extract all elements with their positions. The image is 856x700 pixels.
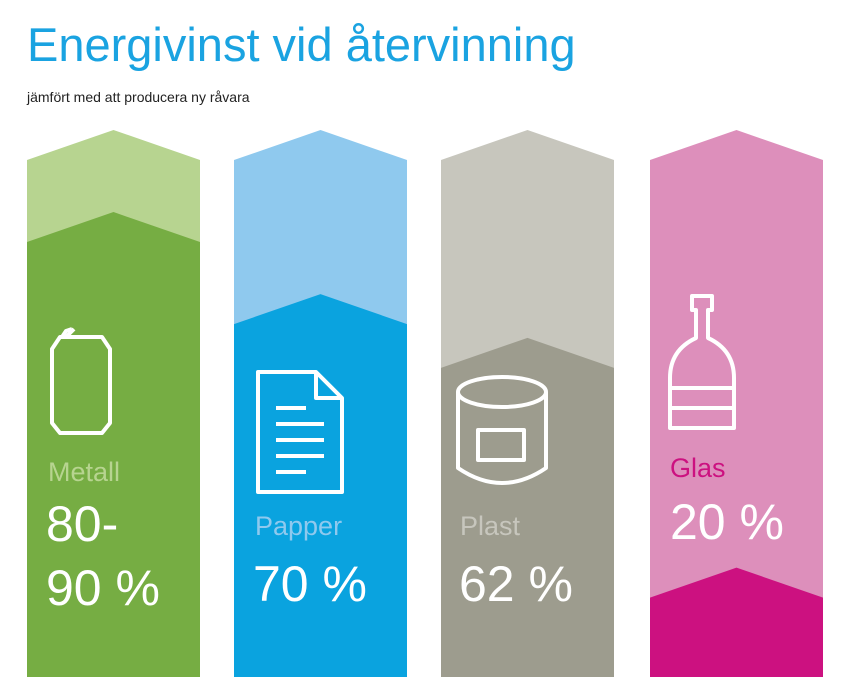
value-label-papper: 70 % bbox=[253, 556, 367, 612]
chart-title: Energivinst vid återvinning bbox=[27, 18, 576, 71]
column-background-glas bbox=[650, 130, 823, 677]
container-icon bbox=[452, 372, 552, 488]
bar-plast bbox=[441, 337, 614, 677]
category-label-papper: Papper bbox=[255, 511, 343, 541]
value-label-metall: 80- 90 % bbox=[46, 496, 160, 616]
can-icon bbox=[44, 325, 118, 437]
document-icon bbox=[252, 368, 348, 496]
chart-subtitle: jämfört med att producera ny råvara bbox=[27, 89, 250, 105]
bar-glas bbox=[650, 567, 823, 677]
value-label-glas: 20 % bbox=[670, 494, 784, 550]
value-label-plast: 62 % bbox=[459, 556, 573, 612]
category-label-plast: Plast bbox=[460, 511, 521, 541]
bottle-icon bbox=[664, 292, 740, 432]
bar-papper bbox=[234, 294, 407, 677]
category-label-glas: Glas bbox=[670, 453, 726, 483]
category-label-metall: Metall bbox=[48, 457, 121, 487]
